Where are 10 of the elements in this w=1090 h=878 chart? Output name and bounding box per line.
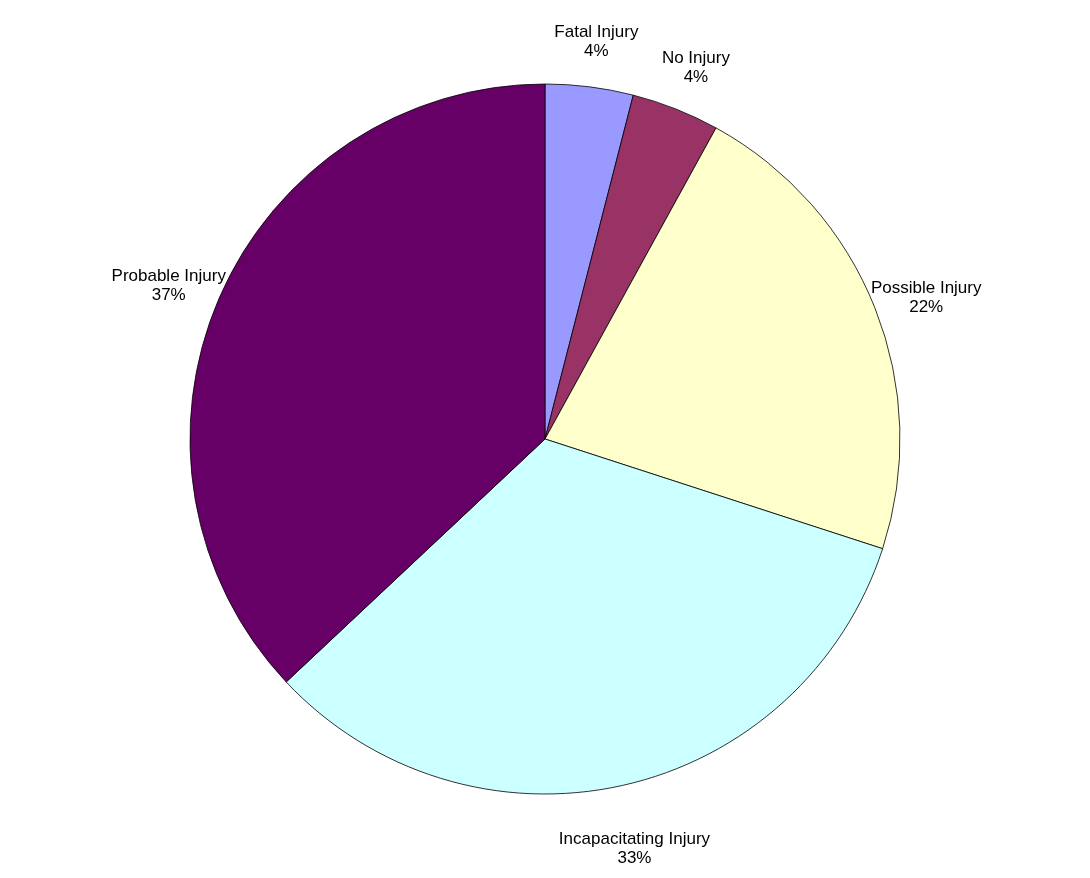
- slice-label: Probable Injury: [111, 266, 227, 286]
- slice-label: Possible Injury: [870, 278, 982, 298]
- data-label: 4%: [683, 66, 709, 86]
- data-label: 22%: [909, 297, 944, 317]
- slice-label: Incapacitating Injury: [558, 829, 711, 849]
- slice-label: Fatal Injury: [554, 22, 639, 42]
- data-label: 33%: [617, 848, 652, 868]
- data-label: 4%: [584, 41, 609, 61]
- slice-label: No Injury: [661, 47, 731, 67]
- data-label: 37%: [151, 285, 186, 305]
